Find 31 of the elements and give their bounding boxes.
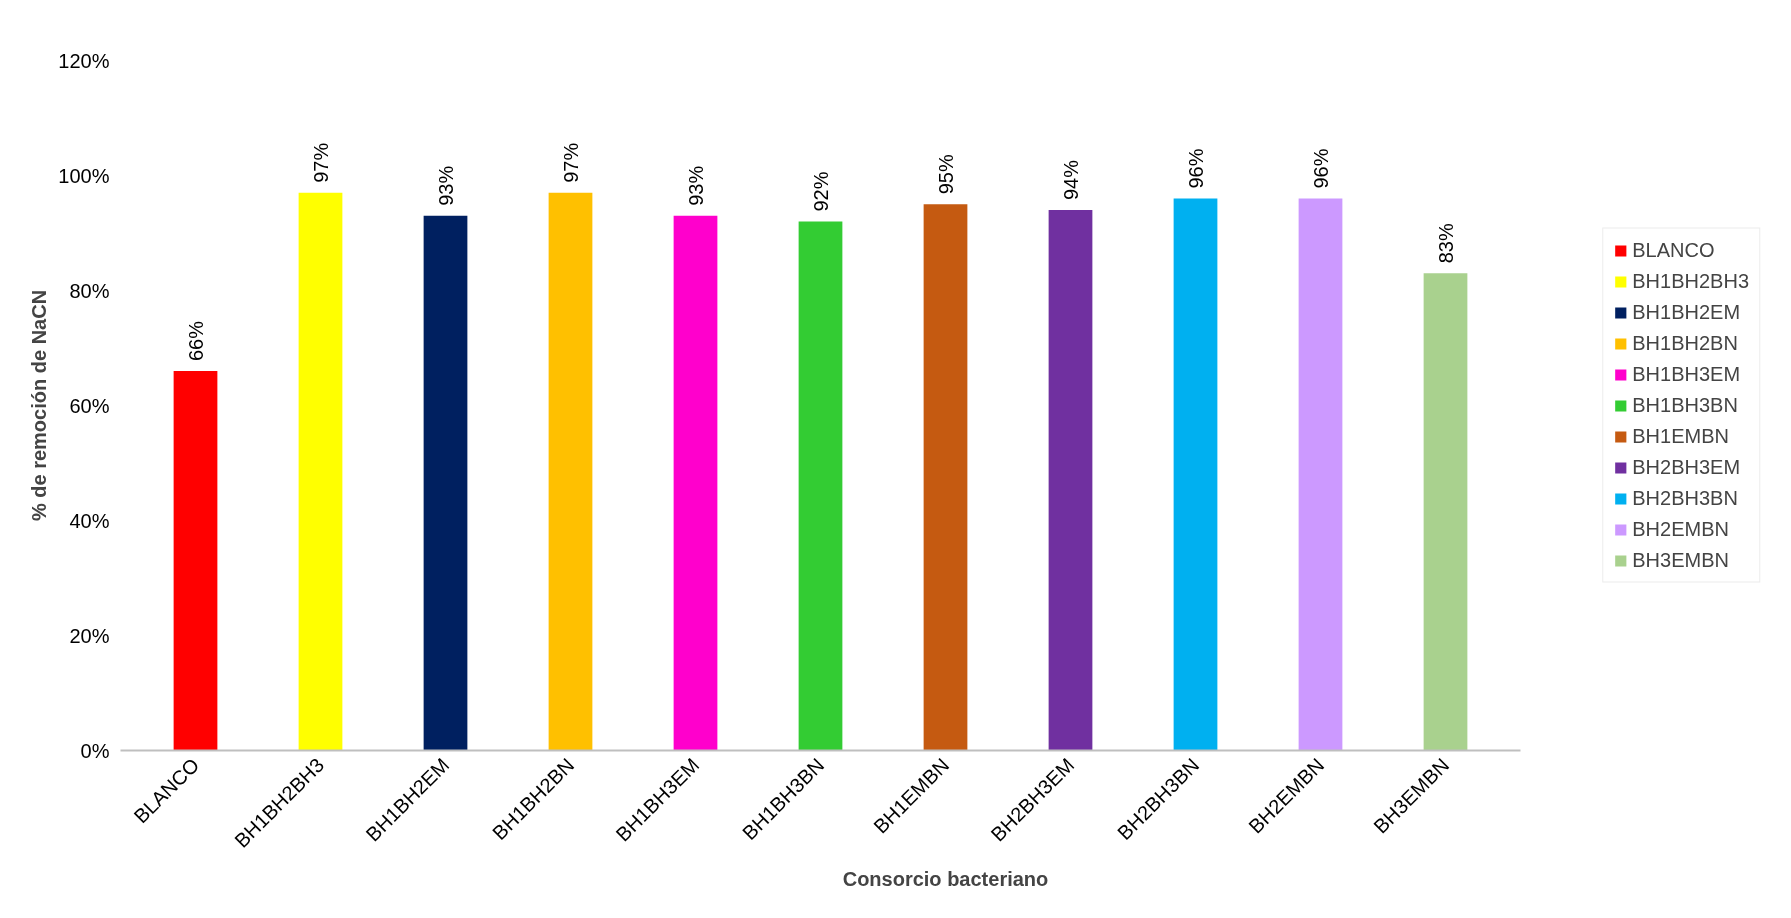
legend-label: BH1BH3BN: [1632, 393, 1738, 417]
legend-label: BH3EMBN: [1632, 548, 1729, 572]
y-tick-label: 80%: [69, 279, 110, 302]
legend-label: BH1BH2BH3: [1632, 269, 1749, 293]
legend-label: BH2BH3EM: [1632, 455, 1741, 479]
data-label: 93%: [434, 165, 457, 206]
legend-label: BH1BH2BN: [1632, 331, 1738, 355]
data-label: 97%: [309, 142, 332, 183]
legend-label: BH1BH3EM: [1632, 362, 1741, 386]
legend-label: BH1EMBN: [1632, 424, 1729, 448]
y-axis-title: % de remoción de NaCN: [28, 289, 51, 522]
y-tick-label: 60%: [69, 394, 110, 417]
y-tick-label: 100%: [58, 164, 110, 187]
data-label: 94%: [1059, 159, 1082, 200]
data-label: 95%: [934, 154, 957, 195]
data-label: 93%: [684, 165, 707, 206]
data-label: 96%: [1184, 148, 1207, 189]
data-label: 92%: [809, 171, 832, 212]
x-axis-title: Consorcio bacteriano: [842, 867, 1049, 890]
y-tick-label: 20%: [69, 624, 110, 647]
data-label: 97%: [559, 142, 582, 183]
data-label: 83%: [1434, 223, 1457, 264]
y-tick-label: 0%: [80, 739, 110, 762]
legend-label: BH1BH2EM: [1632, 300, 1741, 324]
y-tick-label: 40%: [69, 509, 110, 532]
data-label: 66%: [184, 320, 207, 361]
legend-label: BLANCO: [1632, 238, 1715, 262]
legend-label: BH2BH3BN: [1632, 486, 1738, 510]
legend-label: BH2EMBN: [1632, 517, 1729, 541]
y-tick-label: 120%: [58, 49, 110, 72]
data-label: 96%: [1309, 148, 1332, 189]
